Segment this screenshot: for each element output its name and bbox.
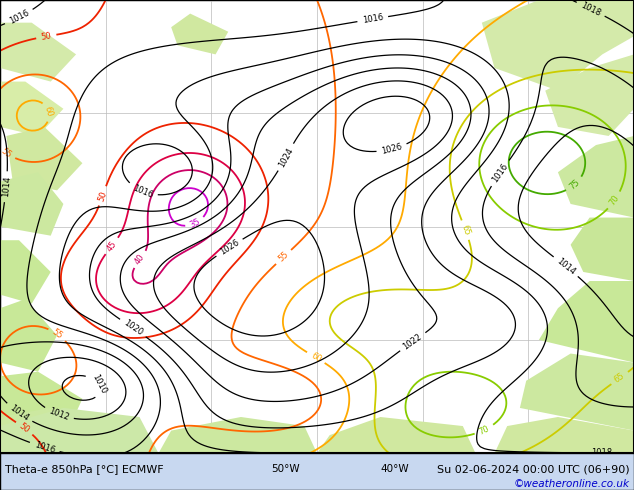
Polygon shape — [0, 408, 114, 453]
Text: 1014: 1014 — [8, 403, 30, 423]
Text: 1014: 1014 — [1, 176, 11, 197]
Text: 50: 50 — [18, 421, 31, 435]
Polygon shape — [539, 281, 634, 363]
Polygon shape — [558, 136, 634, 218]
Text: 50: 50 — [96, 190, 108, 202]
Text: 60: 60 — [43, 105, 55, 118]
Text: 70: 70 — [608, 194, 621, 207]
Polygon shape — [6, 127, 82, 191]
Text: 1020: 1020 — [122, 318, 144, 338]
Text: 1012: 1012 — [48, 407, 70, 422]
Text: Theta-e 850hPa [°C] ECMWF: Theta-e 850hPa [°C] ECMWF — [5, 464, 164, 474]
Text: 55: 55 — [276, 250, 290, 264]
Polygon shape — [0, 371, 82, 440]
Text: 45: 45 — [105, 239, 119, 253]
Polygon shape — [0, 172, 63, 236]
Text: 75: 75 — [567, 177, 581, 192]
Text: ©weatheronline.co.uk: ©weatheronline.co.uk — [514, 479, 630, 489]
Polygon shape — [0, 408, 158, 453]
Polygon shape — [520, 354, 634, 431]
Text: 1024: 1024 — [277, 146, 295, 169]
Text: 1016: 1016 — [33, 440, 56, 455]
Text: 1022: 1022 — [401, 332, 424, 351]
Polygon shape — [158, 417, 317, 453]
Text: 40°W: 40°W — [380, 464, 410, 474]
Polygon shape — [171, 14, 228, 54]
Text: 55: 55 — [0, 146, 13, 160]
Text: 40: 40 — [133, 253, 147, 267]
Text: 65: 65 — [460, 223, 472, 237]
Polygon shape — [0, 82, 63, 136]
Text: 1026: 1026 — [218, 238, 241, 257]
Text: 1016: 1016 — [131, 183, 154, 199]
Text: 50°W: 50°W — [271, 464, 299, 474]
Polygon shape — [0, 23, 76, 82]
Text: 35: 35 — [188, 217, 202, 230]
Text: 1018: 1018 — [592, 448, 612, 458]
Text: 70: 70 — [477, 423, 491, 436]
Text: 1016: 1016 — [8, 8, 30, 26]
Polygon shape — [545, 54, 634, 136]
Text: 1018: 1018 — [579, 0, 602, 18]
Text: 1026: 1026 — [380, 142, 403, 156]
Text: 1016: 1016 — [490, 162, 510, 184]
Polygon shape — [0, 240, 51, 304]
Text: 1010: 1010 — [90, 372, 108, 395]
Polygon shape — [317, 417, 476, 453]
Polygon shape — [571, 218, 634, 281]
Text: 1016: 1016 — [361, 13, 384, 25]
Text: 50: 50 — [41, 31, 52, 42]
Polygon shape — [0, 299, 57, 371]
Text: 55: 55 — [51, 328, 64, 341]
Text: Su 02-06-2024 00:00 UTC (06+90): Su 02-06-2024 00:00 UTC (06+90) — [437, 464, 630, 474]
Text: 60: 60 — [309, 351, 323, 364]
Text: 1014: 1014 — [555, 256, 577, 276]
Polygon shape — [495, 417, 634, 453]
Polygon shape — [482, 0, 634, 91]
Text: 65: 65 — [612, 371, 626, 385]
